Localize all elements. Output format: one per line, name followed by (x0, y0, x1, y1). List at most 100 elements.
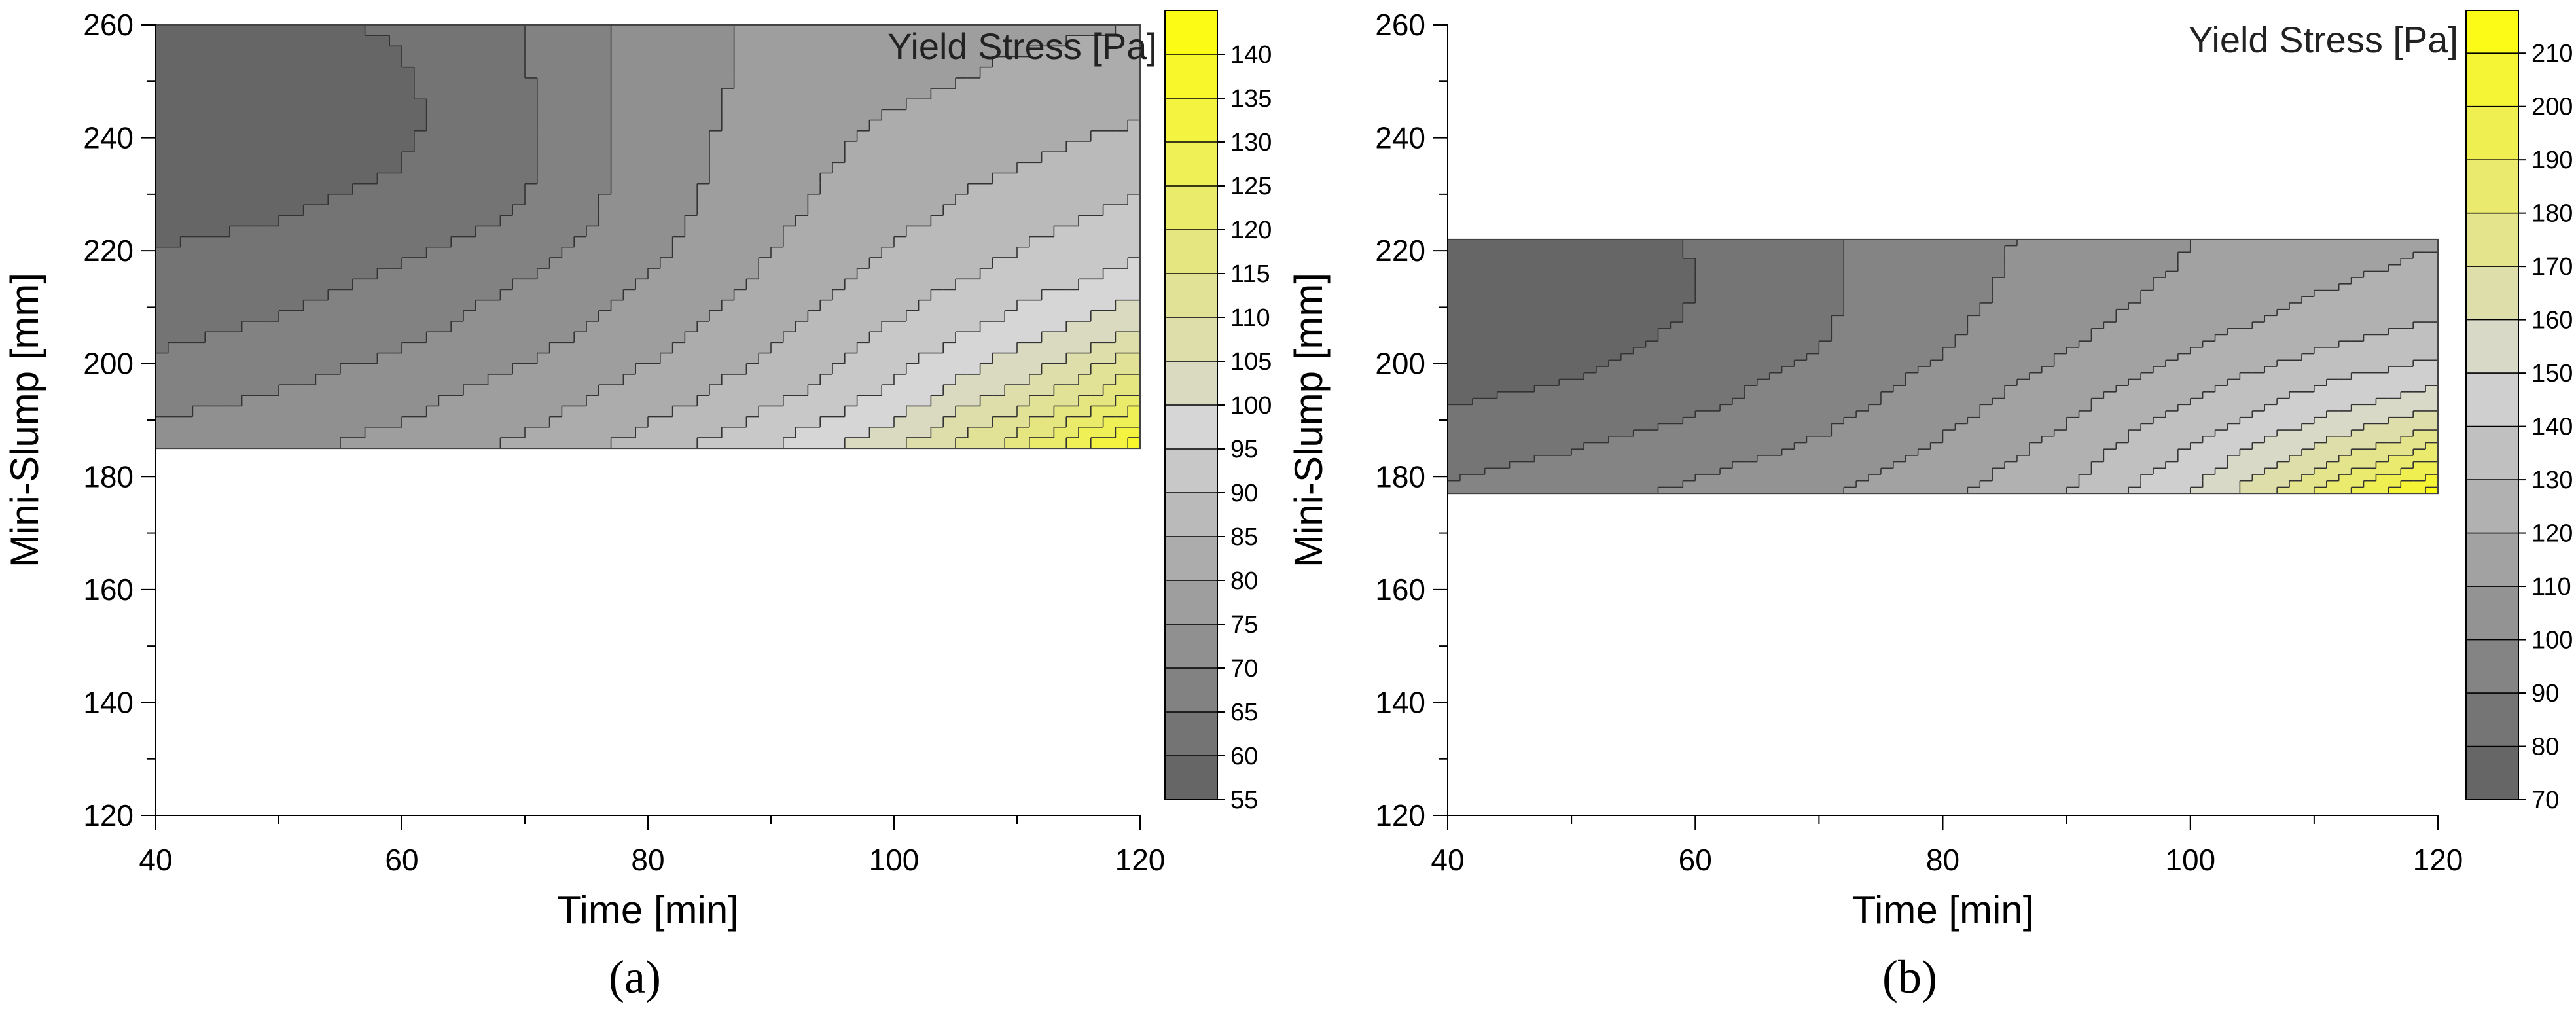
contour-cell (1079, 56, 1092, 68)
contour-cell (2054, 461, 2067, 469)
contour-cell (586, 416, 599, 428)
contour-cell (1967, 480, 1980, 488)
contour-cell (1744, 468, 1758, 475)
contour-cell (709, 395, 723, 407)
contour-cell (500, 67, 513, 79)
contour-cell (2401, 461, 2414, 469)
contour-cell (869, 321, 882, 332)
contour-cell (783, 279, 796, 291)
contour-cell (1757, 442, 1770, 450)
contour-cell (967, 416, 981, 428)
contour-cell (2177, 468, 2191, 475)
contour-cell (1090, 173, 1104, 185)
contour-cell (808, 427, 821, 438)
contour-cell (611, 152, 624, 163)
contour-cell (2252, 442, 2265, 450)
contour-cell (291, 130, 304, 142)
contour-cell (746, 152, 759, 163)
contour-cell (1066, 194, 1079, 205)
contour-cell (291, 88, 304, 99)
contour-cell (414, 77, 427, 89)
contour-cell (1918, 474, 1931, 482)
contour-cell (882, 321, 895, 332)
contour-cell (734, 25, 747, 36)
contour-cell (365, 416, 378, 428)
contour-cell (1041, 247, 1054, 258)
contour-cell (303, 88, 316, 99)
contour-cell (229, 437, 243, 449)
contour-cell (2301, 480, 2315, 488)
contour-cell (992, 77, 1005, 89)
contour-cell (574, 226, 587, 238)
contour-cell (352, 183, 366, 195)
contour-cell (414, 173, 427, 185)
contour-cell (352, 406, 366, 418)
contour-cell (709, 88, 723, 99)
contour-cell (795, 427, 808, 438)
contour-cell (279, 342, 292, 354)
contour-cell (648, 332, 661, 343)
contour-cell (328, 332, 341, 343)
contour-cell (303, 152, 316, 163)
contour-cell (340, 437, 353, 449)
contour-cell (352, 363, 366, 375)
contour-cell (291, 406, 304, 418)
contour-cell (759, 310, 772, 322)
contour-cell (2425, 449, 2439, 456)
contour-cell (488, 247, 501, 258)
contour-cell (365, 120, 378, 132)
contour-cell (685, 437, 698, 449)
contour-cell (931, 162, 944, 174)
contour-cell (931, 77, 944, 89)
contour-cell (1620, 442, 1634, 450)
contour-cell (328, 300, 341, 311)
contour-cell (1459, 468, 1473, 475)
contour-cell (365, 67, 378, 79)
contour-cell (1992, 474, 2005, 482)
contour-cell (537, 194, 550, 205)
contour-cell (229, 268, 243, 279)
contour-cell (857, 437, 870, 449)
contour-cell (352, 342, 366, 354)
contour-cell (1744, 474, 1758, 482)
contour-cell (586, 162, 599, 174)
contour-cell (697, 427, 710, 438)
contour-cell (266, 109, 279, 121)
contour-cell (623, 226, 636, 238)
contour-cell (156, 46, 169, 58)
contour-cell (1869, 449, 1882, 456)
contour-cell (340, 300, 353, 311)
contour-cell (168, 35, 181, 46)
contour-cell (992, 67, 1005, 79)
contour-cell (1781, 436, 1795, 444)
contour-cell (1066, 300, 1079, 311)
contour-cell (956, 416, 969, 428)
contour-cell (1448, 430, 1461, 437)
contour-cell (1005, 130, 1018, 142)
contour-cell (537, 130, 550, 142)
contour-cell (2016, 417, 2030, 424)
contour-cell (1559, 487, 1572, 494)
contour-cell (1967, 436, 1980, 444)
contour-cell (2289, 449, 2302, 456)
contour-cell (1608, 474, 1622, 482)
colorbar-title: Yield Stress [Pa] (887, 26, 1157, 67)
contour-cell (192, 374, 206, 385)
contour-cell (168, 130, 181, 142)
contour-cell (438, 374, 452, 385)
contour-cell (771, 141, 784, 152)
contour-cell (967, 395, 981, 407)
contour-cell (2103, 442, 2117, 450)
contour-cell (685, 183, 698, 195)
contour-cell (217, 56, 230, 68)
contour-cell (967, 406, 981, 418)
contour-cell (1942, 461, 1956, 469)
contour-cell (328, 310, 341, 322)
contour-cell (844, 77, 858, 89)
contour-cell (795, 437, 808, 449)
contour-cell (156, 247, 169, 258)
contour-cell (992, 406, 1005, 418)
contour-cell (1029, 99, 1043, 111)
contour-cell (389, 35, 402, 46)
contour-cell (1459, 480, 1473, 488)
